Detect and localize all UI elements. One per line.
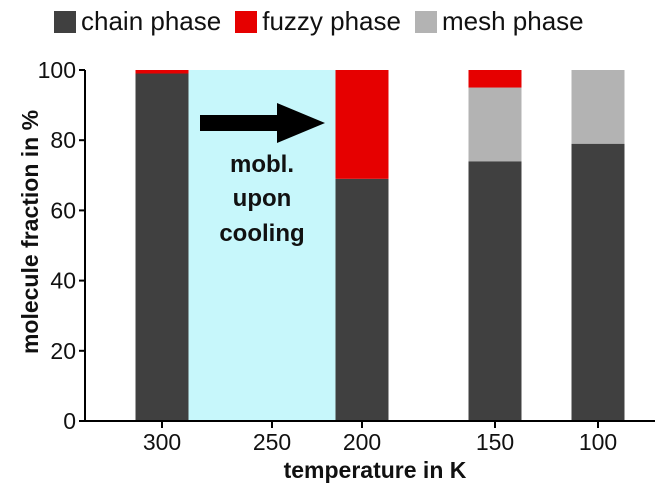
legend-swatch — [235, 10, 258, 33]
bar-chain-phase-100 — [571, 143, 625, 421]
y-tick-label: 80 — [50, 127, 76, 153]
x-tick-label: 250 — [253, 429, 291, 455]
legend-swatch — [54, 10, 76, 33]
x-tick-label: 100 — [579, 429, 617, 455]
x-tick-label: 300 — [143, 429, 181, 455]
legend-swatch — [414, 10, 437, 33]
bar-fuzzy-phase-200 — [335, 70, 389, 179]
y-axis-title: molecule fraction in % — [17, 110, 43, 354]
bar-mesh-phase-150 — [468, 87, 522, 162]
x-axis-title: temperature in K — [284, 457, 467, 483]
legend-label: mesh phase — [441, 6, 584, 36]
bar-chain-phase-150 — [468, 161, 522, 421]
annotation-text: mobl. — [230, 151, 294, 178]
y-tick-label: 20 — [50, 338, 76, 364]
legend-item-fuzzy-phase: fuzzy phase — [235, 6, 401, 37]
y-tick-label: 0 — [63, 408, 76, 434]
annotation-text: cooling — [219, 220, 304, 247]
legend-label: fuzzy phase — [262, 6, 401, 36]
bar-chain-phase-200 — [335, 178, 389, 421]
x-tick-label: 150 — [476, 429, 514, 455]
legend-item-chain-phase: chain phase — [54, 6, 221, 37]
legend-label: chain phase — [81, 6, 222, 36]
legend-item-mesh-phase: mesh phase — [414, 6, 584, 37]
x-tick-label: 200 — [343, 429, 381, 455]
arrow-right-icon — [277, 103, 325, 143]
bar-chain-phase-300 — [135, 73, 189, 421]
bar-mesh-phase-100 — [571, 70, 625, 144]
y-tick-label: 60 — [50, 197, 76, 223]
bar-fuzzy-phase-150 — [468, 70, 522, 88]
annotation-text: upon — [233, 185, 292, 212]
bar-fuzzy-phase-300 — [135, 70, 189, 74]
y-tick-label: 100 — [38, 57, 76, 83]
legend: chain phase fuzzy phase mesh phase — [54, 6, 598, 37]
y-tick-label: 40 — [50, 268, 76, 294]
